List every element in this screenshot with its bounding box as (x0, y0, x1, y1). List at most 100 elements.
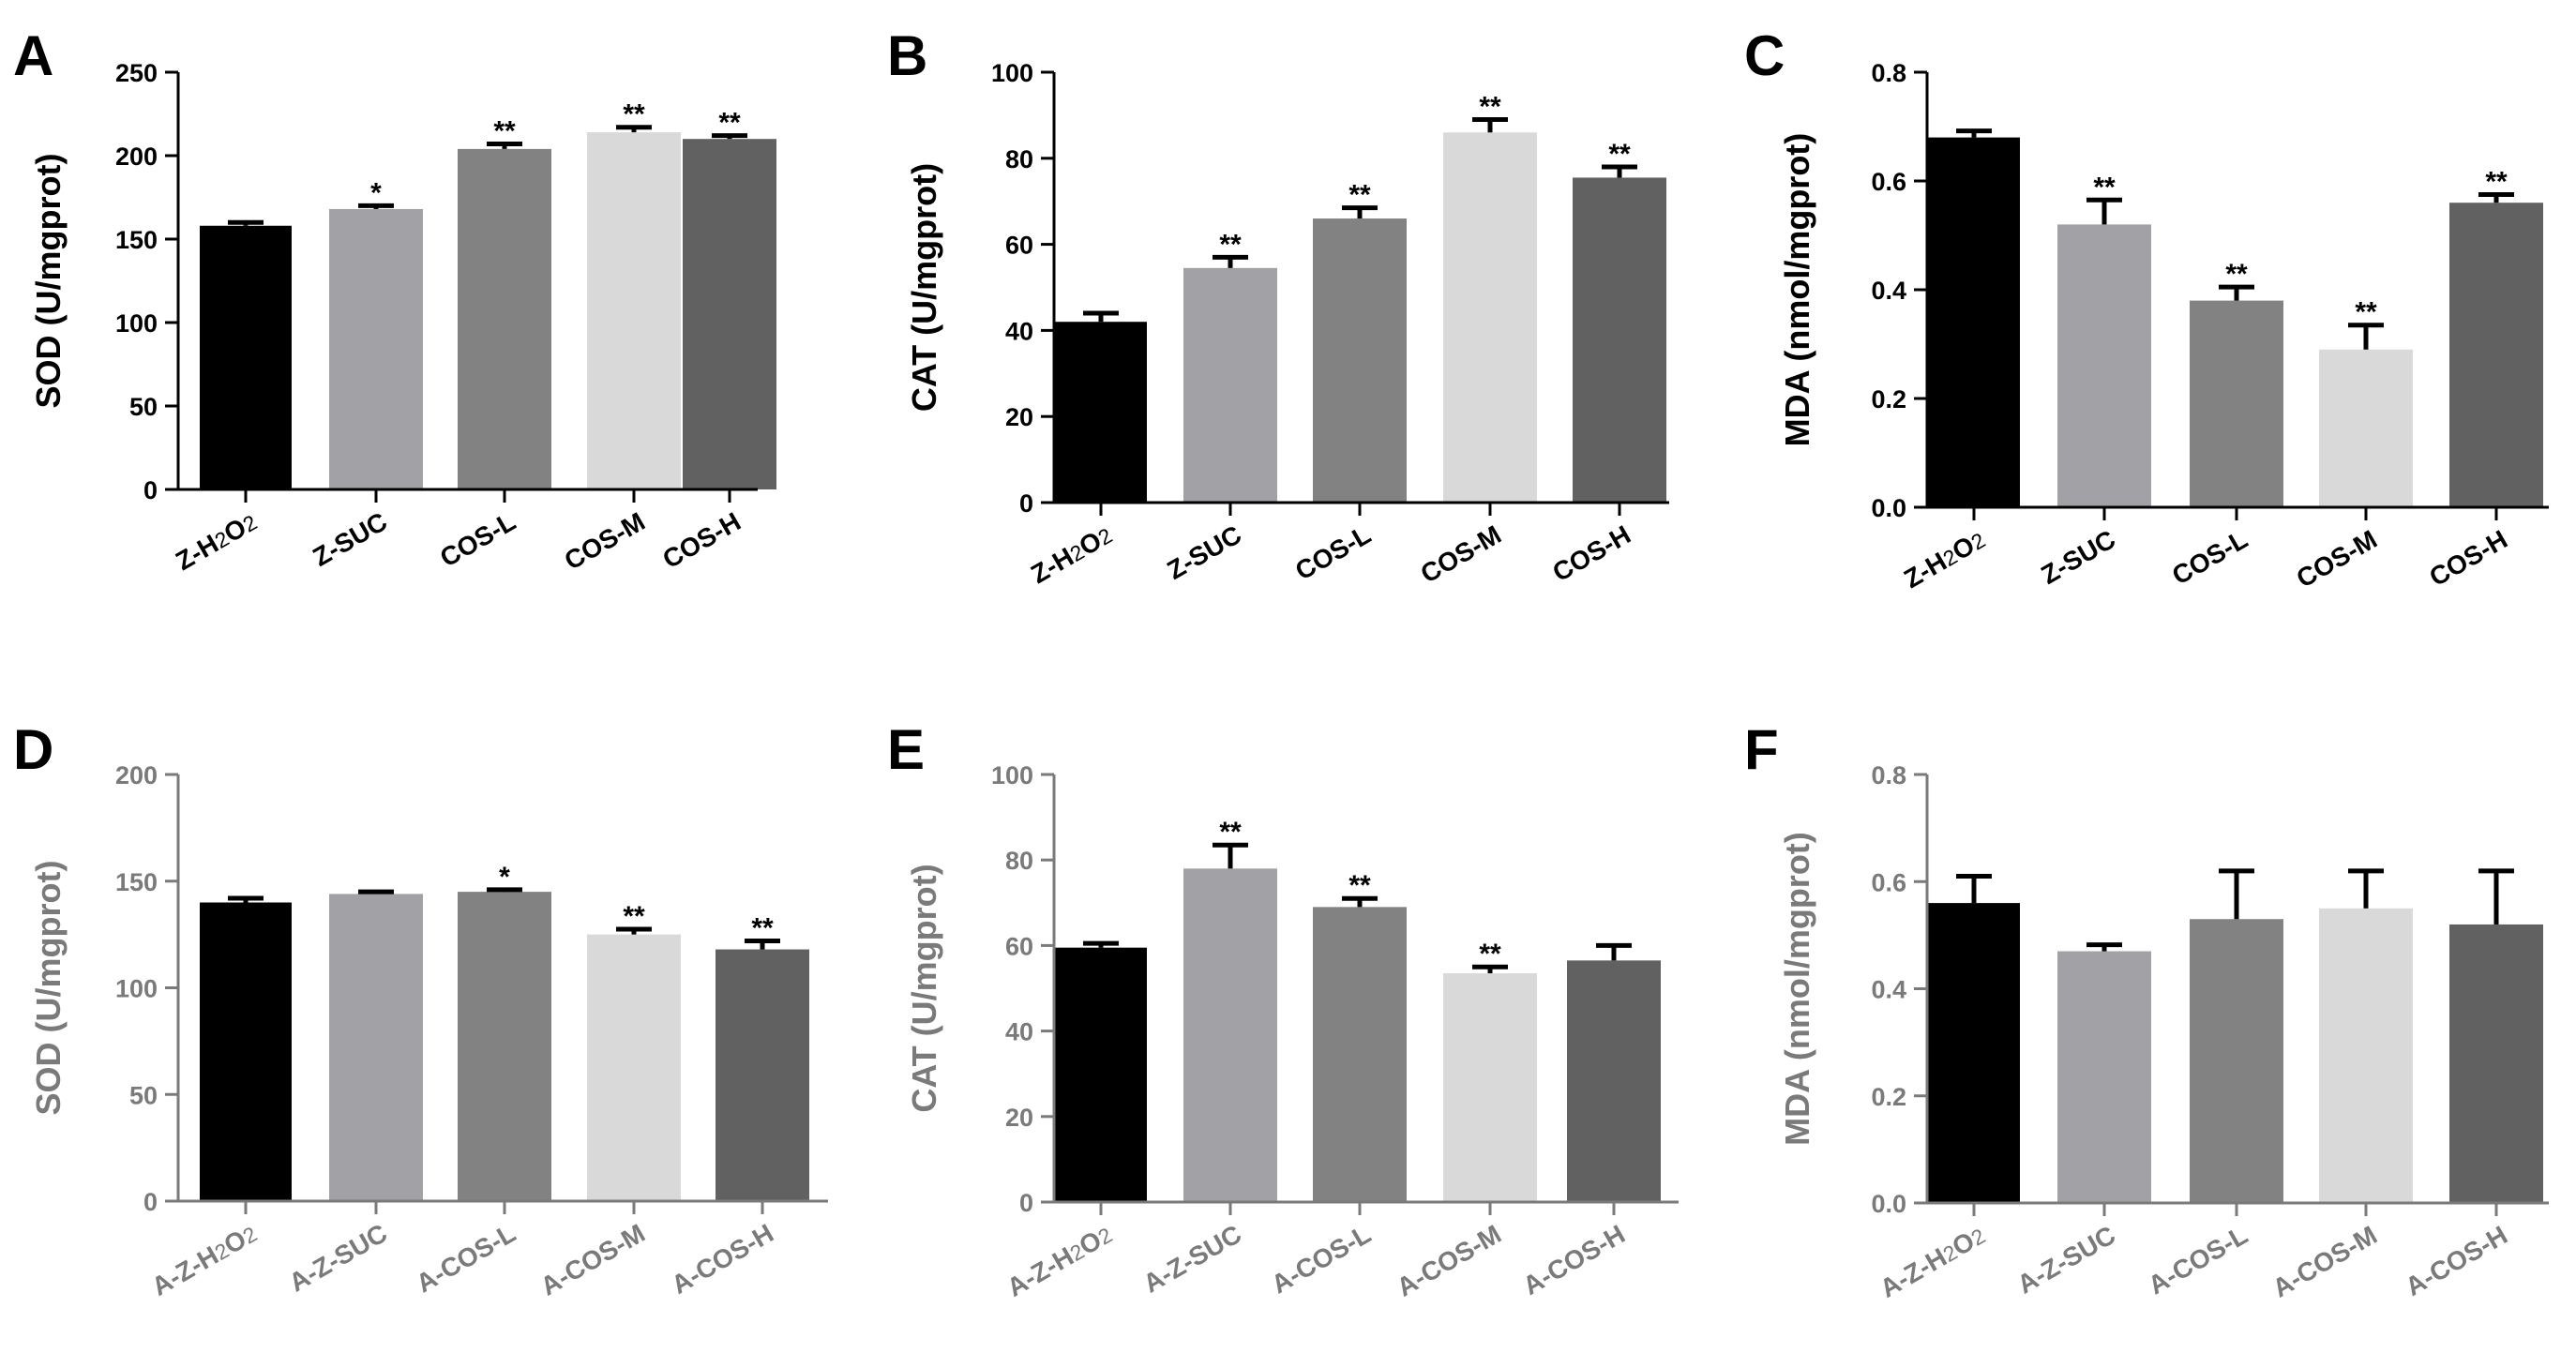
x-tick-label: A-COS-L (411, 1218, 520, 1298)
x-tick-label: Z-H2O2 (171, 506, 262, 576)
y-axis-title: MDA (nmol/mgprot) (1778, 832, 1816, 1146)
bar-a-cos-h (1567, 960, 1661, 1202)
panel-C: C ** ** ** ** 0.0 0.2 0.4 0.6 0.8 Z-H2O2 Z-SUC COS-L… (1744, 24, 2549, 594)
significance-label: ** (1219, 817, 1242, 848)
bar-a-cos-h (2449, 924, 2543, 1203)
bar-a-z-suc (329, 894, 423, 1201)
x-tick-label: A-COS-M (535, 1218, 650, 1300)
y-tick-label: 0.4 (1871, 277, 1906, 305)
bar-cos-m (2319, 349, 2413, 507)
x-tick-label: Z-H2O2 (1899, 524, 1990, 594)
y-tick-label: 20 (1005, 403, 1033, 431)
y-tick-label: 0 (143, 476, 158, 504)
bar-z-h2o2 (1055, 322, 1147, 503)
y-axis-title: MDA (nmol/mgprot) (1778, 133, 1816, 447)
x-tick-label: A-Z-SUC (2012, 1220, 2120, 1299)
y-tick-label: 0 (143, 1188, 158, 1216)
panel-letter: D (13, 718, 53, 781)
x-tick-label: COS-M (2292, 524, 2382, 594)
significance-label: ** (1219, 229, 1242, 260)
x-tick-label: A-Z-H2O2 (1002, 1219, 1117, 1302)
y-tick-label: 0.6 (1871, 868, 1906, 896)
x-tick-label: A-COS-H (667, 1218, 778, 1300)
y-tick-label: 200 (115, 143, 158, 171)
bar-a-z-suc (2057, 951, 2151, 1203)
y-tick-label: 0.0 (1871, 494, 1906, 522)
y-axis-title: SOD (U/mgprot) (29, 861, 68, 1116)
bar-cos-h (1573, 177, 1666, 503)
significance-label: ** (2093, 172, 2116, 203)
panel-letter: C (1744, 24, 1785, 87)
x-tick-label: A-COS-H (2401, 1220, 2512, 1301)
y-tick-label: 50 (129, 1081, 158, 1109)
bar-a-cos-m (587, 934, 681, 1201)
x-tick-label: A-Z-H2O2 (1875, 1220, 1990, 1303)
x-tick-label: A-COS-M (2267, 1220, 2382, 1302)
x-tick-label: COS-H (1547, 519, 1635, 587)
y-tick-label: 20 (1005, 1104, 1033, 1132)
y-tick-label: 0.2 (1871, 385, 1906, 413)
bar-a-cos-h (716, 949, 809, 1201)
y-axis-title: SOD (U/mgprot) (29, 154, 68, 409)
y-tick-label: 40 (1005, 1018, 1033, 1046)
bar-a-cos-m (1443, 973, 1537, 1202)
panel-letter: F (1744, 718, 1779, 781)
x-tick-label: A-COS-M (1392, 1219, 1506, 1301)
bar-z-suc (329, 208, 423, 489)
significance-label: ** (1479, 91, 1501, 122)
y-tick-label: 0.4 (1871, 976, 1906, 1004)
x-tick-label: Z-H2O2 (1026, 519, 1117, 589)
bar-a-z-h2o2 (200, 902, 292, 1201)
significance-label: ** (2355, 297, 2377, 328)
bar-cos-m (1443, 132, 1537, 503)
panel-F: F0.00.20.40.60.8A-Z-H2O2 A-Z-SUC A-COS-L A-… (1744, 718, 2549, 1303)
significance-label: ** (1348, 870, 1371, 901)
y-tick-label: 0.8 (1871, 761, 1906, 789)
x-tick-label: COS-L (2167, 524, 2252, 590)
y-tick-label: 80 (1005, 145, 1033, 173)
bar-cos-h (683, 139, 776, 489)
x-tick-label: COS-H (657, 506, 746, 574)
bar-a-z-h2o2 (1055, 947, 1147, 1202)
y-tick-label: 200 (115, 761, 158, 789)
bar-z-h2o2 (1928, 137, 2020, 507)
x-tick-label: COS-M (1416, 519, 1506, 589)
y-tick-label: 60 (1005, 232, 1033, 260)
y-tick-label: 0 (1019, 1189, 1033, 1217)
significance-label: * (370, 177, 382, 208)
significance-label: ** (751, 912, 774, 943)
y-tick-label: 150 (115, 868, 158, 896)
bar-z-suc (2057, 224, 2151, 507)
bar-a-cos-l (458, 892, 551, 1201)
y-tick-label: 0 (1019, 489, 1033, 518)
significance-label: ** (623, 99, 645, 130)
x-tick-label: COS-H (2424, 524, 2512, 592)
panel-letter: A (13, 24, 53, 87)
x-tick-label: A-COS-L (2143, 1220, 2252, 1300)
y-tick-label: 80 (1005, 847, 1033, 875)
panel-E: E ** ** ** 0 20 40 60 80 100 A-Z-H2O2 A-Z-SUC A-COS-… (887, 718, 1679, 1302)
y-tick-label: 100 (115, 975, 158, 1003)
bar-z-suc (1183, 267, 1277, 503)
bar-cos-l (2190, 300, 2283, 507)
y-tick-label: 0.2 (1871, 1083, 1906, 1111)
significance-label: ** (1608, 139, 1631, 170)
bar-cos-l (458, 148, 551, 489)
x-tick-label: Z-SUC (308, 506, 392, 572)
y-tick-label: 0.0 (1871, 1190, 1906, 1218)
y-axis-title: CAT (U/mgprot) (905, 864, 943, 1112)
significance-label: ** (2485, 167, 2508, 198)
panel-B: B ** ** ** ** 0 20 40 60 80 100 Z-H2O2 Z-SUC COS-L COS… (887, 24, 1669, 589)
x-tick-label: A-COS-H (1518, 1219, 1630, 1300)
significance-label: ** (1348, 180, 1371, 211)
bar-a-cos-l (1313, 907, 1407, 1202)
x-tick-label: A-COS-L (1266, 1219, 1376, 1299)
y-tick-label: 150 (115, 226, 158, 254)
significance-label: ** (2225, 259, 2248, 290)
bar-a-z-suc (1183, 868, 1277, 1202)
bar-cos-h (2449, 203, 2543, 507)
bar-cos-m (587, 132, 681, 489)
x-tick-label: Z-SUC (2036, 524, 2120, 590)
